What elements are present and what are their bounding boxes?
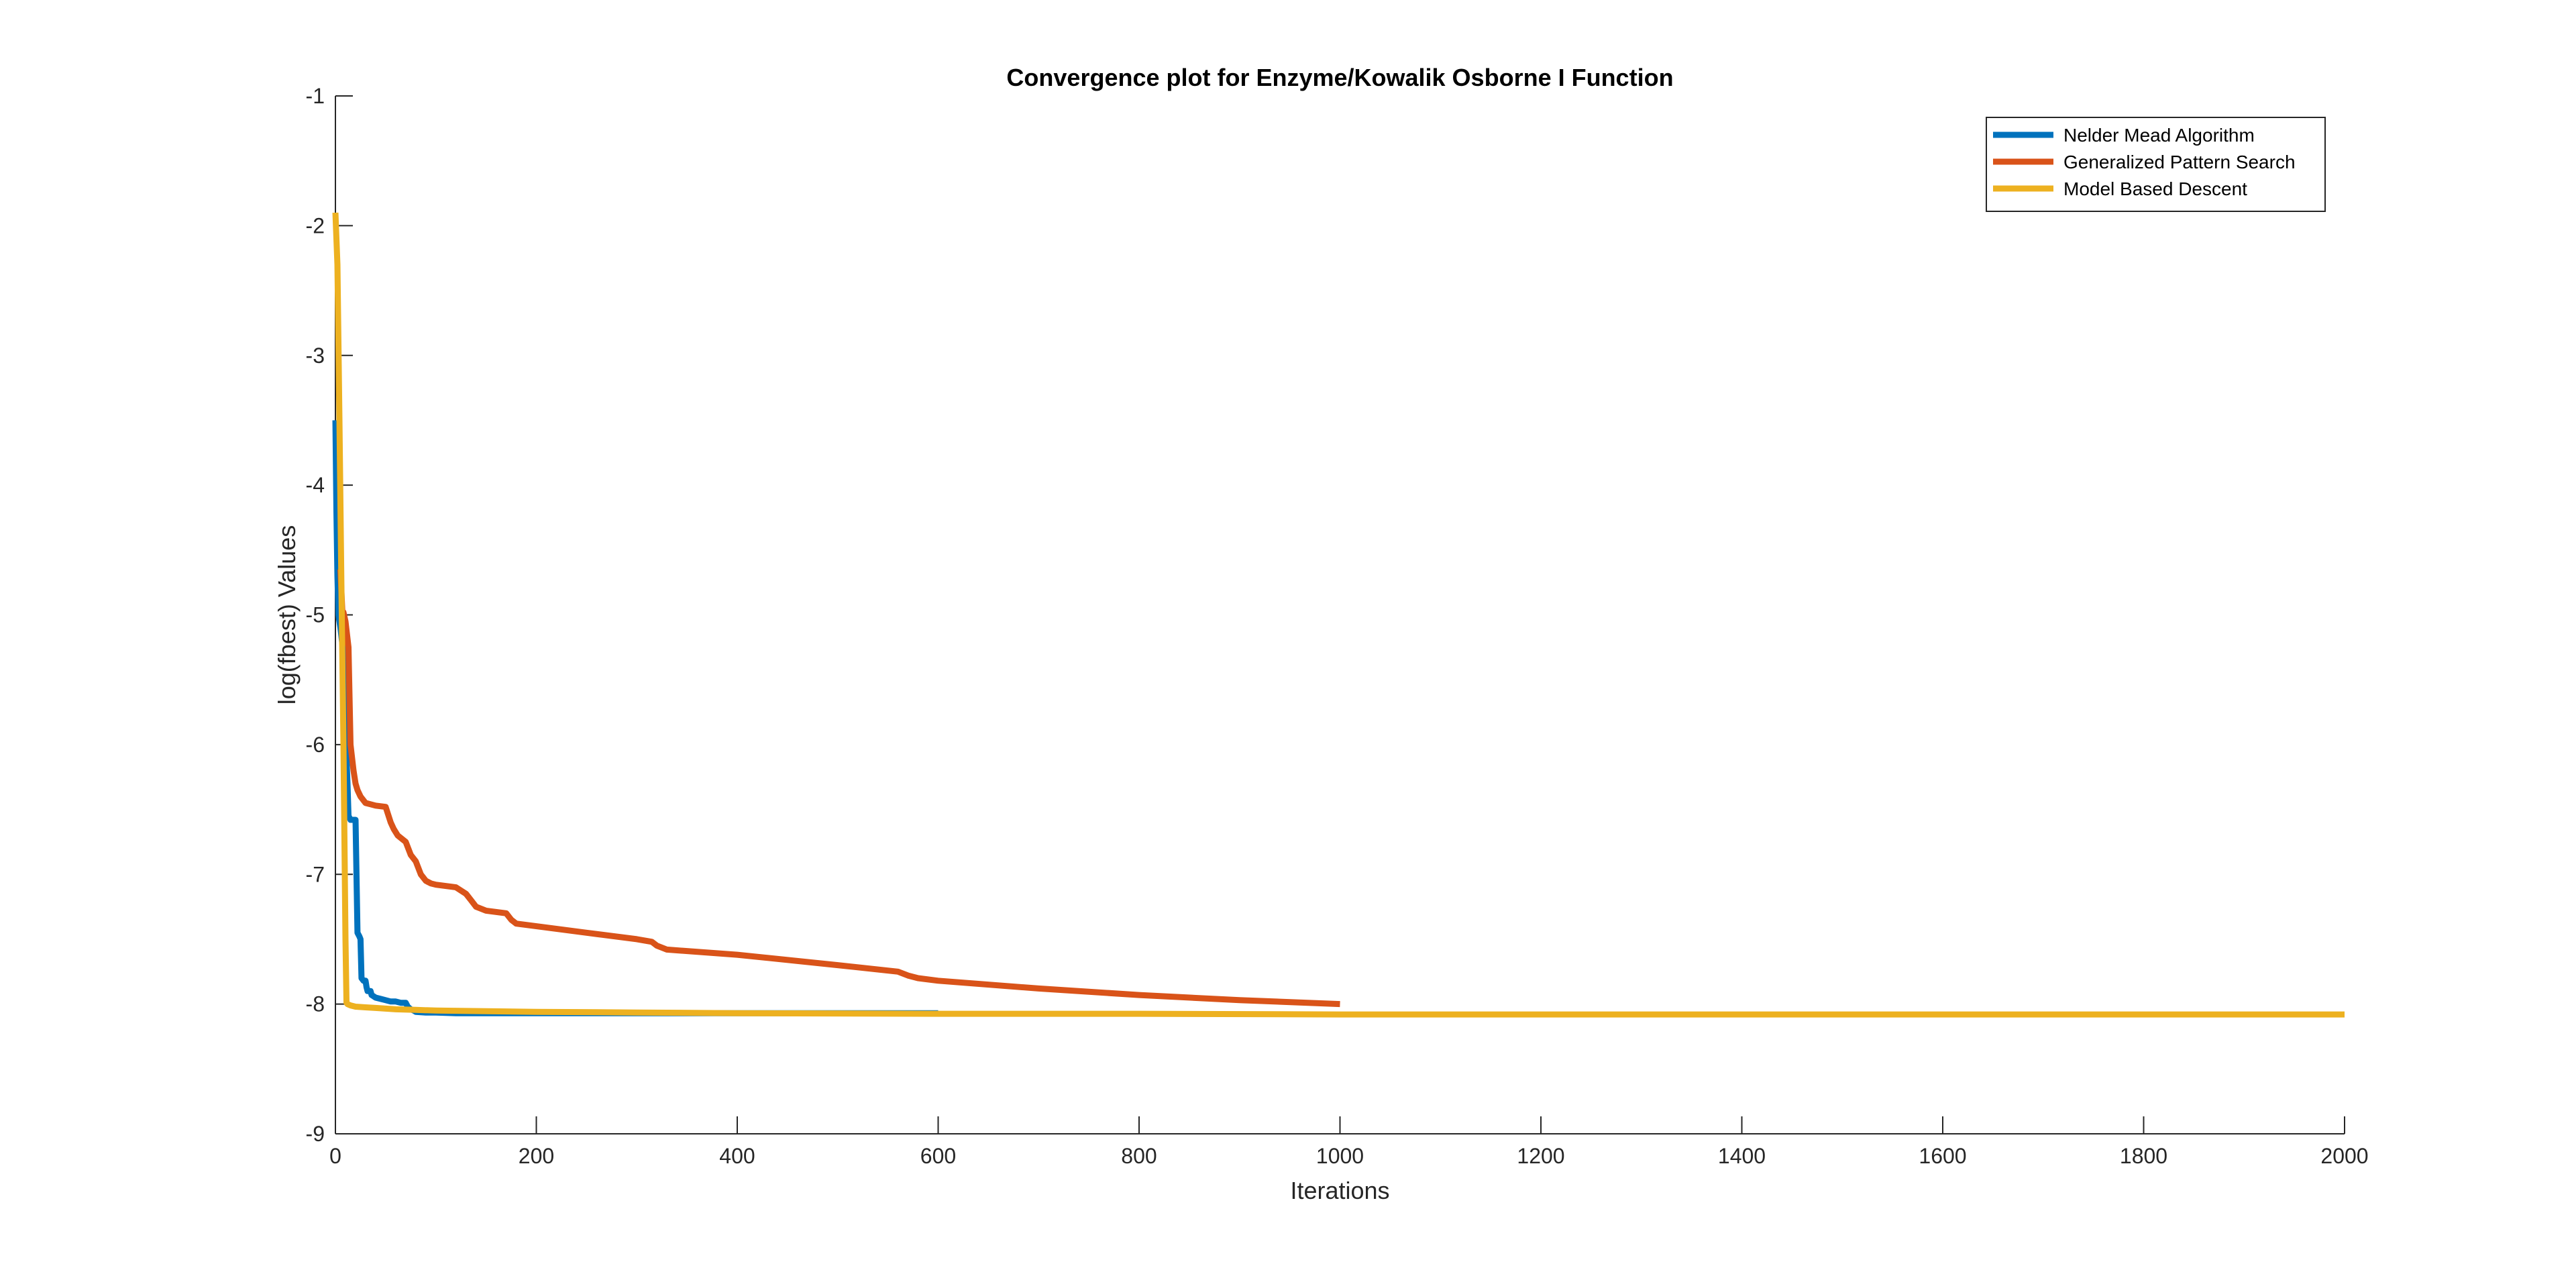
x-tick-label: 1600 [1919,1144,1966,1168]
x-tick-label: 1800 [2120,1144,2167,1168]
x-tick-label: 600 [920,1144,956,1168]
y-tick-label: -3 [306,343,325,368]
x-tick-label: 2000 [2320,1144,2368,1168]
y-tick-label: -8 [306,992,325,1016]
x-tick-label: 200 [519,1144,554,1168]
x-axis-ticks: 0 200 400 600 800 1000 1200 1400 1600 1800 2000 [329,1116,2369,1168]
x-tick-label: 1400 [1718,1144,1766,1168]
x-tick-label: 400 [719,1144,755,1168]
x-tick-label: 0 [329,1144,341,1168]
y-tick-label: -9 [306,1122,325,1146]
y-tick-label: -4 [306,473,325,497]
legend-entry: Generalized Pattern Search [2063,152,2296,172]
legend-entry: Model Based Descent [2063,178,2247,199]
y-tick-label: -2 [306,213,325,237]
x-tick-label: 1000 [1316,1144,1364,1168]
chart-title: Convergence plot for Enzyme/Kowalik Osbo… [1006,64,1673,91]
x-axis-label: Iterations [1290,1177,1389,1204]
y-tick-label: -5 [306,603,325,627]
y-tick-label: -6 [306,733,325,757]
legend: Nelder Mead Algorithm Generalized Pattern… [1986,117,2326,212]
legend-entry: Nelder Mead Algorithm [2063,125,2255,146]
y-tick-label: -1 [306,84,325,108]
x-tick-label: 1200 [1517,1144,1564,1168]
plot-lines [332,212,2345,1018]
series-line-3 [332,212,2345,1018]
y-axis-label: log(fbest) Values [273,525,301,704]
series-line-2 [337,569,1340,1008]
y-tick-label: -7 [306,862,325,886]
x-tick-label: 800 [1121,1144,1157,1168]
